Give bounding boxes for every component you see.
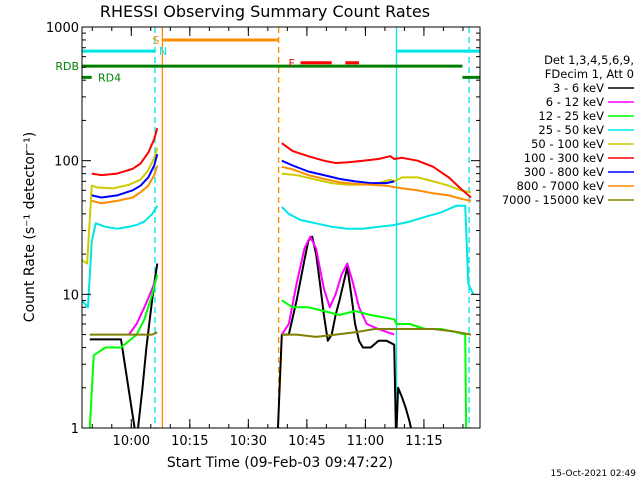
legend-header-line-2: FDecim 1, Att 0	[545, 67, 634, 81]
flag-label-rd4: RD4	[98, 71, 121, 84]
flag-label-rdb: RDB	[55, 60, 79, 73]
y-axis-ticks: 1 10 100 1000	[46, 21, 480, 437]
x-tick-label-0: 10:00	[113, 434, 150, 449]
legend: Det 1,3,4,5,6,9, FDecim 1, Att 0 3 - 6 k…	[502, 53, 634, 207]
x-tick-label-4: 11:00	[347, 434, 384, 449]
series-line-4	[82, 147, 472, 265]
series-line-6	[91, 153, 395, 199]
legend-label-4: 50 - 100 keV	[531, 137, 604, 151]
y-axis-label: Count Rate (s⁻¹ detector⁻¹)	[22, 132, 38, 322]
legend-label-0: 3 - 6 keV	[553, 81, 604, 95]
y-tick-label-0: 1	[71, 422, 79, 437]
footer-date: 15-Oct-2021 02:49	[551, 469, 637, 479]
x-tick-label-3: 10:45	[288, 434, 325, 449]
plot-frame	[81, 26, 481, 429]
flag-label-f: F	[289, 57, 295, 70]
flag-label-s: S	[152, 34, 159, 47]
x-axis-label: Start Time (09-Feb-03 09:47:22)	[167, 455, 393, 471]
legend-label-1: 6 - 12 keV	[546, 95, 604, 109]
legend-header-line-1: Det 1,3,4,5,6,9,	[544, 53, 634, 67]
series-line-8	[89, 328, 472, 338]
series-line-7	[91, 165, 472, 205]
legend-label-8: 7000 - 15000 keV	[502, 193, 604, 207]
x-tick-label-5: 11:15	[405, 434, 442, 449]
plot-clipped-group	[82, 27, 480, 428]
y-tick-label-1: 10	[62, 288, 79, 303]
x-axis-ticks: 10:00 10:15 10:30 10:45 11:00 11:15	[91, 27, 464, 449]
legend-label-7: 800 - 7000 keV	[516, 179, 604, 193]
legend-label-5: 100 - 300 keV	[524, 151, 604, 165]
series-line-3	[82, 204, 475, 309]
flag-label-n: N	[159, 45, 167, 58]
legend-label-2: 12 - 25 keV	[538, 109, 604, 123]
x-tick-label-1: 10:15	[171, 434, 208, 449]
y-tick-label-3: 1000	[46, 21, 79, 36]
series-line-5	[91, 127, 472, 199]
legend-label-6: 300 - 800 keV	[524, 165, 604, 179]
x-tick-label-2: 10:30	[230, 434, 267, 449]
chart-title: RHESSI Observing Summary Count Rates	[100, 2, 430, 21]
plot-area: SN F RDB RD4	[55, 26, 481, 429]
legend-label-3: 25 - 50 keV	[538, 123, 604, 137]
y-tick-label-2: 100	[54, 155, 79, 170]
